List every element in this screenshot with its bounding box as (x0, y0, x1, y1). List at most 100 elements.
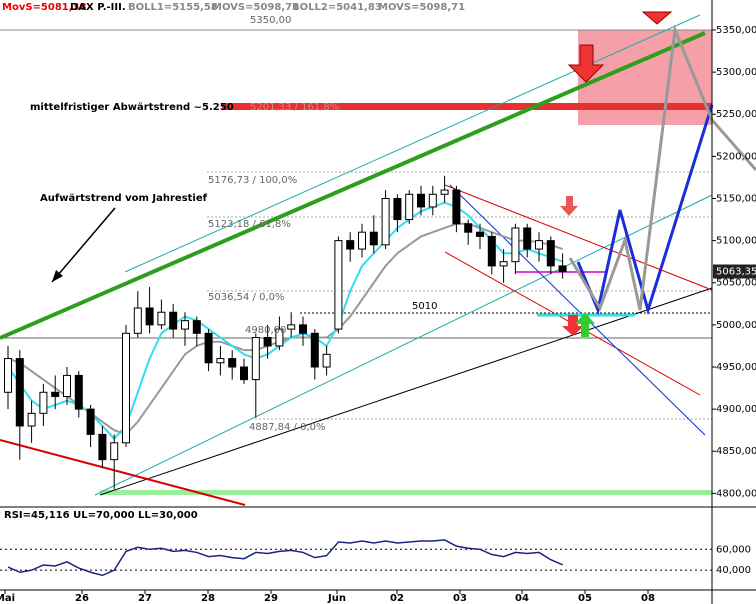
candle-body (169, 311, 178, 330)
annotation: 5201,33 / 161,8% (250, 102, 339, 113)
candle-body (499, 261, 508, 267)
plot (4, 175, 567, 490)
x-tick-label: 28 (201, 593, 215, 604)
arrow-up (575, 312, 595, 337)
arrow-down (560, 196, 578, 216)
y-tick-label: 5150,00 (716, 193, 756, 204)
candle-body (39, 391, 48, 414)
trend-line (0, 31, 706, 340)
candle-body (157, 311, 166, 326)
x-tick-label: Jun (327, 593, 346, 604)
x-tick-label: 04 (515, 593, 529, 604)
downtrend-bar (222, 103, 712, 110)
candle-body (275, 328, 284, 347)
header-text: MOVS=5098,71 (212, 2, 299, 13)
last-price-box (713, 264, 756, 279)
candle-body (487, 235, 496, 267)
x-tick-label: 27 (138, 593, 152, 604)
x-tick-label: 08 (641, 593, 655, 604)
candle-body (74, 374, 83, 410)
candle-body (417, 193, 425, 208)
candle-body (511, 227, 520, 263)
candle-body (145, 307, 154, 326)
x-tick-label: 03 (453, 593, 467, 604)
annotation: 5350,00 (250, 15, 291, 26)
candle-body (133, 307, 142, 334)
y-tick-label: 5350,00 (716, 25, 756, 36)
trend-line (449, 184, 706, 436)
candle-body (122, 332, 130, 444)
annotation: 5036,54 / 0,0% (208, 292, 284, 303)
candle-body (393, 197, 402, 221)
candle-body (51, 391, 60, 397)
candle-body (287, 324, 296, 330)
y-tick-label: 5250,00 (716, 109, 756, 120)
moving-average (7, 201, 563, 441)
header-text: MOVS=5098,71 (378, 2, 465, 13)
y-tick-label: 4950,00 (716, 362, 756, 373)
rsi-line (7, 539, 563, 577)
arrow-down (641, 11, 673, 25)
candle-body (240, 366, 248, 381)
candle-body (251, 337, 260, 381)
candle-body (310, 332, 319, 368)
y-tick-label: 40,000 (716, 565, 751, 576)
last-price-label: 5063,35 (716, 266, 756, 277)
candle-body (523, 227, 532, 250)
trend-line (94, 194, 713, 496)
candle-body (86, 408, 95, 435)
candle-body (299, 324, 307, 334)
candle-body (358, 231, 366, 250)
candle-body (181, 320, 189, 330)
trend-line (444, 184, 713, 291)
candle-body (428, 193, 437, 208)
candle-body (192, 320, 201, 334)
y-tick-label: 5050,00 (716, 278, 756, 289)
candle-body (535, 240, 543, 250)
pointer-arrow (51, 207, 116, 283)
header-text: MovS=5081,38 (2, 2, 87, 13)
annotation: Aufwärtstrend vom Jahrestief (40, 193, 208, 204)
arrow-down (562, 315, 584, 336)
candle-body (63, 374, 71, 397)
candle-body (228, 358, 237, 368)
y-tick-label: 4850,00 (716, 446, 756, 457)
candle-body (405, 193, 414, 221)
candle-body (216, 358, 225, 364)
x-tick-label: Mai (0, 593, 15, 604)
trend-line (0, 439, 246, 506)
candle-body (369, 231, 378, 246)
candle-body (452, 189, 461, 225)
candle-body (98, 433, 107, 461)
header-text: BOLL2=5041,83 (292, 2, 382, 13)
x-tick-label: 26 (75, 593, 89, 604)
y-tick-label: 5100,00 (716, 236, 756, 247)
candle-body (322, 353, 331, 368)
y-tick-label: 5300,00 (716, 67, 756, 78)
y-tick-label: 60,000 (716, 544, 751, 555)
annotation: 5123,18 / 61,8% (208, 219, 291, 230)
candle-body (346, 240, 355, 250)
arrow-down (567, 44, 605, 83)
annotation: 4980,00 (245, 325, 286, 336)
candle-body (558, 265, 567, 272)
candle-body (204, 332, 213, 364)
y-tick-label: 4800,00 (716, 488, 756, 499)
annotation: 4887,84 / 0,0% (249, 422, 325, 433)
candle-body (4, 358, 12, 393)
trend-line (99, 287, 713, 496)
y-tick-label: 5000,00 (716, 320, 756, 331)
candle-body (464, 223, 473, 233)
header-text: BOLL1=5155,58 (128, 2, 218, 13)
x-tick-label: 29 (264, 593, 278, 604)
x-tick-label: 05 (578, 593, 592, 604)
annotation: 5176,73 / 100,0% (208, 175, 297, 186)
annotation: mittelfristiger Abwärtstrend ~5.250 (30, 102, 234, 113)
candle-body (110, 442, 119, 461)
candle-body (440, 189, 449, 195)
y-tick-label: 4900,00 (716, 404, 756, 415)
support-bar (100, 490, 712, 495)
arrow-head (52, 270, 63, 282)
